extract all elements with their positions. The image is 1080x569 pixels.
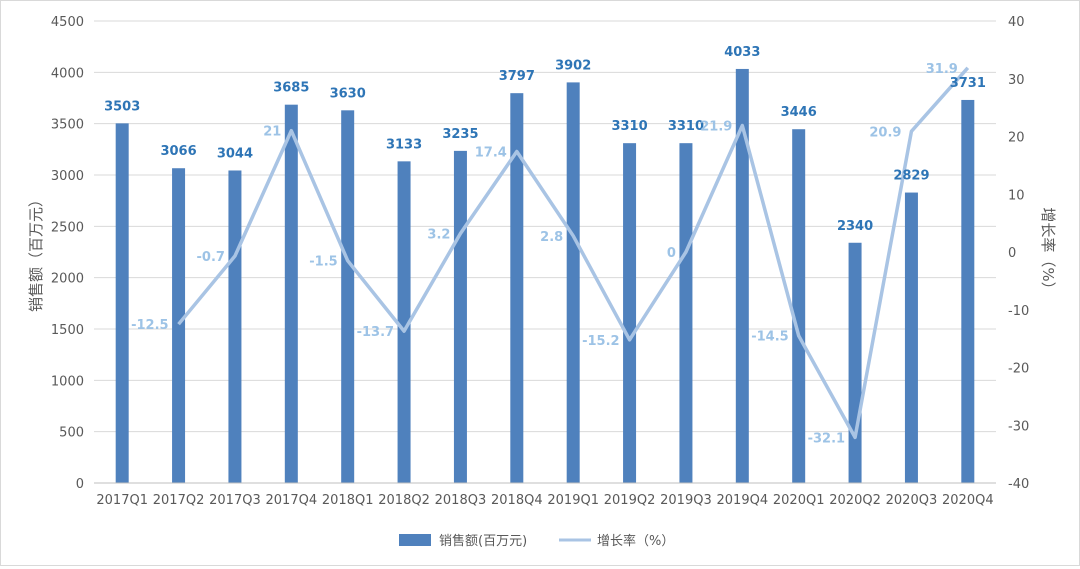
line-value-label: -1.5 <box>309 255 337 270</box>
bar <box>679 143 693 483</box>
line-value-label: -32.1 <box>808 431 845 446</box>
line-value-label: 31.9 <box>926 62 958 77</box>
y2-tick-label: 0 <box>1008 246 1016 261</box>
bar-value-label: 3797 <box>499 69 535 84</box>
bar <box>566 82 580 484</box>
line-value-label: 17.4 <box>475 146 507 161</box>
bar-value-label: 3310 <box>611 119 647 134</box>
bar-value-label: 3235 <box>442 127 478 142</box>
x-tick-label: 2017Q4 <box>266 493 318 508</box>
bar-value-label: 3731 <box>950 76 986 91</box>
x-tick-label: 2019Q3 <box>660 493 712 508</box>
y2-tick-label: -20 <box>1008 362 1029 377</box>
bar-value-label: 3630 <box>330 86 366 101</box>
line-value-label: 3.2 <box>427 228 450 243</box>
bar-value-label: 3044 <box>217 146 253 161</box>
bar-value-label: 3133 <box>386 137 422 152</box>
x-tick-label: 2020Q4 <box>942 493 994 508</box>
line-value-label: -14.5 <box>751 330 788 345</box>
line-value-label: -0.7 <box>197 250 225 265</box>
x-tick-label: 2020Q3 <box>886 493 938 508</box>
bar <box>453 150 467 483</box>
bar-value-label: 3685 <box>273 81 309 96</box>
axes: 050010001500200025003000350040004500-40-… <box>51 15 1029 508</box>
bar <box>228 170 242 483</box>
bar <box>172 168 186 483</box>
y2-tick-label: -10 <box>1008 304 1029 319</box>
bar <box>341 110 355 483</box>
data-labels: 3503 3066 3044 3685 3630 3133 3235 3797 3902 3310… <box>104 45 986 446</box>
x-tick-label: 2020Q2 <box>829 493 881 508</box>
growth-line <box>177 66 970 440</box>
x-tick-label: 2019Q1 <box>547 493 599 508</box>
x-tick-label: 2017Q3 <box>209 493 261 508</box>
bar <box>792 129 806 483</box>
bar <box>848 242 862 483</box>
y2-tick-label: 10 <box>1008 188 1025 203</box>
bar-value-label: 2340 <box>837 219 873 234</box>
y-tick-label: 4500 <box>51 15 84 30</box>
gridlines <box>94 20 996 433</box>
x-tick-label: 2018Q1 <box>322 493 374 508</box>
y-tick-label: 1500 <box>51 323 84 338</box>
y2-tick-label: -30 <box>1008 419 1029 434</box>
y-axis-title: 销售额（百万元） <box>27 192 45 312</box>
y-tick-label: 3000 <box>51 169 84 184</box>
line-value-label: -15.2 <box>582 334 619 349</box>
y2-tick-label: 40 <box>1008 15 1025 30</box>
x-tick-label: 2018Q2 <box>378 493 430 508</box>
bar <box>623 143 637 483</box>
bar <box>510 93 524 483</box>
bar-value-label: 2829 <box>893 169 929 184</box>
line-value-label: 20.9 <box>869 125 901 140</box>
bar-value-label: 3310 <box>668 119 704 134</box>
y-tick-label: 1000 <box>51 374 84 389</box>
line-value-label: 21 <box>263 125 281 140</box>
y2-tick-label: -40 <box>1008 477 1029 492</box>
bar <box>284 104 298 483</box>
x-tick-label: 2017Q1 <box>96 493 148 508</box>
line-value-label: 0 <box>667 246 676 261</box>
bar-series <box>115 68 975 484</box>
x-tick-label: 2018Q3 <box>435 493 487 508</box>
line-value-label: -13.7 <box>357 325 394 340</box>
bar-value-label: 4033 <box>724 45 760 60</box>
bar <box>904 192 918 483</box>
y-tick-label: 0 <box>76 477 84 492</box>
legend-line-label: 增长率（%） <box>597 533 674 549</box>
bar <box>735 68 749 483</box>
y2-axis-title: 增长率（%） <box>1039 207 1057 296</box>
bar-value-label: 3503 <box>104 99 140 114</box>
x-tick-label: 2019Q4 <box>717 493 769 508</box>
bar <box>961 99 975 483</box>
y-tick-label: 2500 <box>51 220 84 235</box>
y-tick-label: 500 <box>59 426 84 441</box>
x-tick-label: 2018Q4 <box>491 493 543 508</box>
bar <box>397 161 411 483</box>
legend-bar-label: 销售额(百万元) <box>439 533 527 549</box>
bar-value-label: 3066 <box>160 144 196 159</box>
line-value-label: -12.5 <box>131 318 168 333</box>
legend: 销售额(百万元) 增长率（%） <box>399 533 674 549</box>
line-value-label: 2.8 <box>540 230 563 245</box>
y2-tick-label: 30 <box>1008 73 1025 88</box>
bar-value-label: 3902 <box>555 58 591 73</box>
x-tick-label: 2017Q2 <box>153 493 205 508</box>
bar <box>115 123 129 483</box>
y2-tick-label: 20 <box>1008 131 1025 146</box>
y-tick-label: 3500 <box>51 118 84 133</box>
bar-value-label: 3446 <box>781 105 817 120</box>
line-value-label: 21.9 <box>700 120 732 135</box>
legend-bar-swatch <box>399 534 431 546</box>
y-tick-label: 2000 <box>51 272 84 287</box>
x-tick-label: 2020Q1 <box>773 493 825 508</box>
line-series <box>177 66 970 440</box>
y-tick-label: 4000 <box>51 66 84 81</box>
x-tick-label: 2019Q2 <box>604 493 656 508</box>
